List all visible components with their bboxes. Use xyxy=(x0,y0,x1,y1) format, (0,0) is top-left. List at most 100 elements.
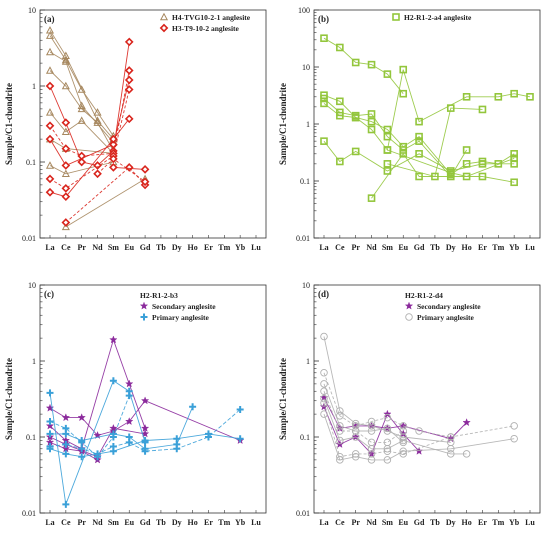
x-tick-label-Eu: Eu xyxy=(124,243,134,252)
series-line xyxy=(323,398,467,455)
plot-frame xyxy=(39,284,267,514)
x-tick-label-Sm: Sm xyxy=(108,243,119,252)
data-point xyxy=(189,403,197,411)
data-point xyxy=(494,93,503,101)
data-point xyxy=(462,172,471,181)
data-point xyxy=(351,433,360,441)
x-tick-label-Yb: Yb xyxy=(509,518,520,527)
data-point xyxy=(462,418,471,427)
x-tick-label-Tb: Tb xyxy=(430,518,440,527)
legend: H4-TVG10-2-1 anglesite H3-T9-10-2 anglesi… xyxy=(159,12,251,33)
data-point xyxy=(78,436,86,444)
data-point xyxy=(124,85,134,94)
data-point xyxy=(61,118,71,127)
data-point xyxy=(367,117,376,126)
panel-b: 0.01 0.1 1 10 100 La Ce Pr Nd Sm Eu Gd Tb Dy Ho Er Tm Yb L… xyxy=(278,6,541,252)
y-tick-label: 10 xyxy=(28,281,36,290)
x-tick-label-La: La xyxy=(319,243,328,252)
data-point xyxy=(61,144,71,153)
legend-entry: Secondary anglesite xyxy=(152,302,216,311)
data-point xyxy=(61,413,71,422)
x-tick-label-Lu: Lu xyxy=(525,518,535,527)
data-point xyxy=(399,422,407,430)
series-line xyxy=(49,35,114,137)
data-point xyxy=(447,450,455,458)
data-point xyxy=(415,137,423,145)
data-point xyxy=(399,427,407,435)
data-point xyxy=(125,379,134,388)
x-tick-label-Nd: Nd xyxy=(92,518,103,527)
x-tick-label-Tm: Tm xyxy=(218,518,230,527)
data-point xyxy=(140,177,150,187)
data-point xyxy=(45,421,55,430)
data-point xyxy=(77,157,87,167)
data-point xyxy=(446,104,455,112)
data-point xyxy=(415,427,423,435)
data-point xyxy=(399,450,407,458)
data-point xyxy=(140,165,150,174)
data-point xyxy=(462,146,471,154)
data-point xyxy=(46,430,54,438)
data-point xyxy=(336,97,344,106)
data-point xyxy=(367,417,376,426)
y-axis-label: Sample/C1-chondrite xyxy=(4,358,14,440)
y-tick-label: 0.1 xyxy=(300,177,310,186)
data-point xyxy=(367,110,376,118)
series-line xyxy=(49,70,114,152)
data-point xyxy=(399,150,408,158)
data-point xyxy=(62,500,70,508)
panel-label: (c) xyxy=(44,289,54,299)
data-point xyxy=(125,417,134,426)
y-tick-label: 0.1 xyxy=(300,433,310,442)
data-point xyxy=(45,403,55,412)
panel-a: 0.01 0.1 1 10 La Ce Pr Nd Sm Eu Gd Tb Dy Ho Er Tm Yb Lu Sa… xyxy=(4,6,267,252)
series-line xyxy=(49,89,130,189)
series-line xyxy=(387,149,515,177)
x-tick-label-Ho: Ho xyxy=(187,518,197,527)
y-tick-label: 100 xyxy=(298,6,310,15)
data-point xyxy=(367,194,376,202)
data-point xyxy=(399,447,407,455)
data-point xyxy=(383,146,392,154)
data-point xyxy=(336,436,344,445)
legend-entry: Primary anglesite xyxy=(417,313,475,322)
data-point xyxy=(320,99,328,108)
data-point xyxy=(336,407,344,415)
data-point xyxy=(320,34,328,43)
legend-marker xyxy=(159,12,169,21)
series-line xyxy=(49,118,130,198)
panel-d: 0.01 0.1 1 10 La Ce Pr Nd Sm Eu Gd Tb Dy Ho Er Tm Yb Lu Sa… xyxy=(278,281,541,527)
panel-label: (a) xyxy=(44,14,55,24)
data-point xyxy=(431,172,439,181)
y-axis-label: Sample/C1-chondrite xyxy=(4,83,14,165)
x-tick-label-Er: Er xyxy=(478,243,487,252)
x-tick-label-Lu: Lu xyxy=(251,518,261,527)
legend: H2-R1-2-b3 Secondary anglesite Primary ang… xyxy=(139,291,216,322)
x-tick-label-Yb: Yb xyxy=(235,518,246,527)
legend-title: H2-R1-2-d4 xyxy=(405,291,443,300)
x-tick-label-Gd: Gd xyxy=(140,518,151,527)
data-point xyxy=(399,142,408,151)
data-point xyxy=(109,163,118,172)
x-tick-label-Sm: Sm xyxy=(382,518,393,527)
data-point xyxy=(351,113,360,122)
data-point xyxy=(399,89,408,98)
data-point xyxy=(124,66,134,75)
data-point xyxy=(45,47,55,56)
x-tick-label-Tm: Tm xyxy=(218,243,230,252)
data-point xyxy=(526,93,534,101)
x-tick-label-La: La xyxy=(45,243,54,252)
series-line xyxy=(65,166,146,223)
data-point xyxy=(46,445,54,453)
data-point xyxy=(367,422,376,430)
legend: H2-R1-2-d4 Secondary anglesite Primary ang… xyxy=(404,291,481,322)
data-point xyxy=(320,394,328,403)
x-tick-label-Ce: Ce xyxy=(61,518,71,527)
data-point xyxy=(173,435,181,443)
y-tick-label: 0.01 xyxy=(22,234,36,243)
data-point xyxy=(336,157,344,166)
data-point xyxy=(61,169,70,177)
x-tick-label-Pr: Pr xyxy=(351,243,360,252)
data-point xyxy=(125,438,133,446)
x-tick-label-Pr: Pr xyxy=(77,243,86,252)
